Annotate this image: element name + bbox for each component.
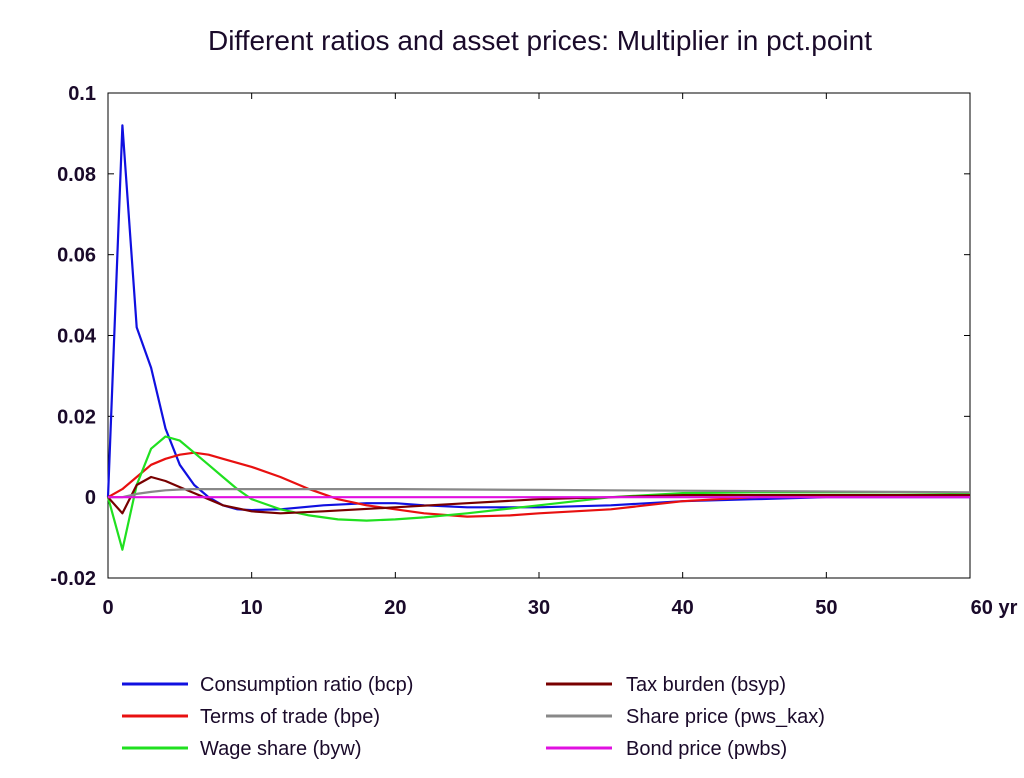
series-line-3 — [107, 475, 970, 515]
series-lines — [106, 124, 971, 551]
series-line-0 — [106, 124, 970, 512]
y-tick-label: -0.02 — [50, 568, 96, 590]
x-tick-label: 40 — [672, 597, 694, 619]
legend-label-3: Tax burden (bsyp) — [626, 674, 786, 696]
x-tick-label: 60 yr — [971, 597, 1018, 619]
y-tick-label: 0 — [85, 487, 96, 509]
x-tick-label: 10 — [241, 597, 263, 619]
legend-label-2: Wage share (byw) — [200, 738, 362, 760]
x-tick-label: 50 — [815, 597, 837, 619]
y-tick-label: 0.02 — [57, 406, 96, 428]
series-line-2 — [106, 435, 971, 551]
legend-label-0: Consumption ratio (bcp) — [200, 674, 413, 696]
x-axis: 0 10 20 30 40 50 60 yr — [102, 93, 1018, 619]
chart-title: Different ratios and asset prices: Multi… — [208, 25, 872, 56]
y-axis: -0.02 0 0.02 0.04 0.06 0.08 0.1 — [50, 83, 970, 590]
y-tick-label: 0.1 — [68, 83, 96, 105]
y-tick-label: 0.04 — [57, 326, 97, 348]
legend: Consumption ratio (bcp) Tax burden (bsyp)… — [122, 674, 825, 760]
x-tick-label: 30 — [528, 597, 550, 619]
y-tick-label: 0.06 — [57, 245, 96, 267]
legend-label-5: Bond price (pwbs) — [626, 738, 787, 760]
x-tick-label: 20 — [384, 597, 406, 619]
series-line-1 — [107, 451, 970, 518]
legend-label-1: Terms of trade (bpe) — [200, 706, 380, 728]
y-tick-label: 0.08 — [57, 164, 96, 186]
legend-label-4: Share price (pws_kax) — [626, 706, 825, 728]
x-tick-label: 0 — [102, 597, 113, 619]
series-line-4 — [108, 488, 971, 499]
